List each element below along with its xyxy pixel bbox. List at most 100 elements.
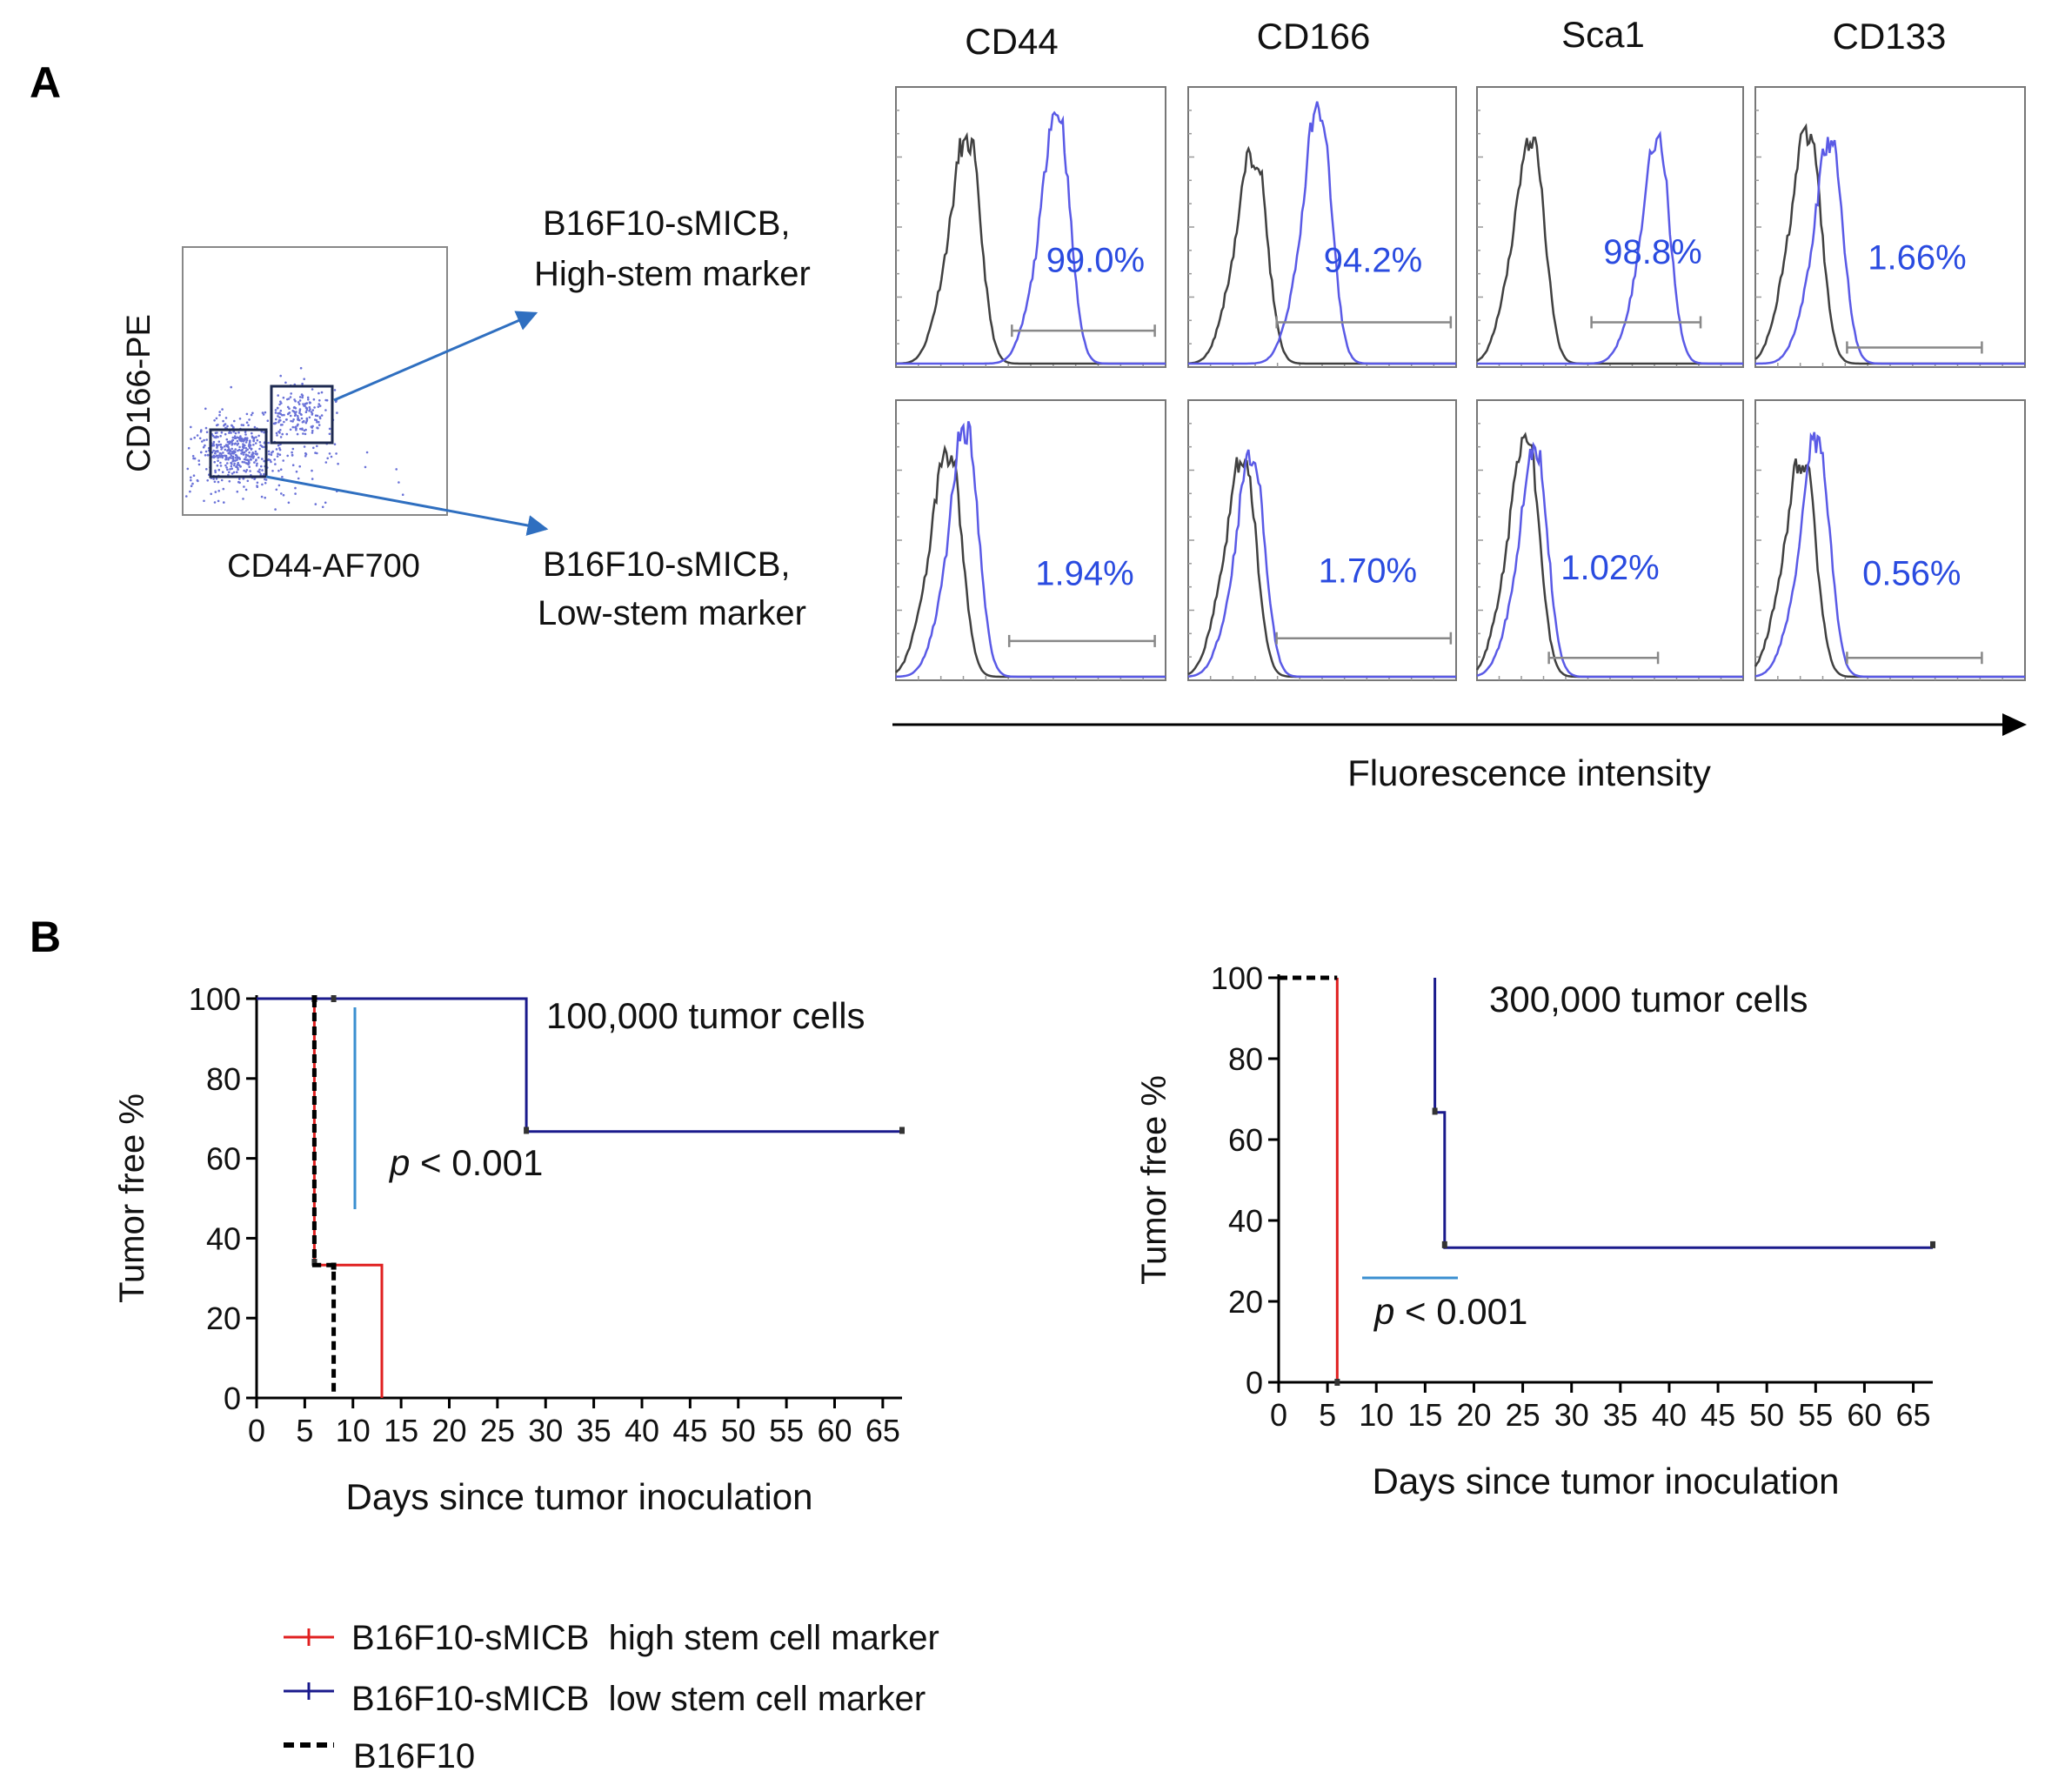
scatter-dot xyxy=(278,448,282,451)
marker-title-cd44: CD44 xyxy=(965,21,1058,62)
scatter-dot xyxy=(191,482,194,485)
panel-b-label: B xyxy=(30,913,61,961)
scatter-dot xyxy=(271,470,274,472)
scatter-dot xyxy=(217,440,221,444)
scatter-dot xyxy=(266,419,270,423)
scatter-dot xyxy=(218,413,221,417)
scatter-dot xyxy=(244,444,246,447)
scatter-dot xyxy=(233,435,237,438)
scatter-dot xyxy=(233,464,236,467)
scatter-dot xyxy=(217,499,220,503)
scatter-dot xyxy=(273,458,277,461)
scatter-dot xyxy=(306,396,310,399)
scatter-dot xyxy=(318,399,321,402)
scatter-dot xyxy=(237,468,239,471)
scatter-dot xyxy=(219,435,222,438)
scatter-dot xyxy=(395,468,398,471)
scatter-dot xyxy=(230,385,233,389)
scatter-dot xyxy=(267,441,271,445)
scatter-dot xyxy=(299,366,303,370)
x-tick-label: 0 xyxy=(1270,1397,1287,1433)
scatter-dot xyxy=(311,425,314,428)
scatter-dot xyxy=(240,424,244,426)
histogram-frame xyxy=(1187,399,1457,681)
scatter-dot xyxy=(255,436,257,438)
scatter-dot xyxy=(297,415,299,418)
scatter-dot xyxy=(225,456,228,459)
scatter-dot xyxy=(277,415,279,418)
histogram-frame xyxy=(1187,86,1457,368)
scatter-dot xyxy=(198,437,202,440)
scatter-dot xyxy=(227,451,231,455)
scatter-dot xyxy=(206,479,209,482)
histogram-percent-label: 94.2% xyxy=(1324,242,1422,280)
scatter-dot xyxy=(251,431,253,435)
legend-item-low: B16F10-sMICB low stem cell marker xyxy=(284,1680,926,1718)
scatter-dot xyxy=(242,498,244,500)
scatter-dot xyxy=(305,417,309,420)
scatter-dot xyxy=(203,499,205,503)
scatter-dot xyxy=(254,442,257,445)
scatter-dot xyxy=(301,428,304,431)
scatter-dot xyxy=(229,468,231,471)
scatter-dot xyxy=(303,378,306,381)
scatter-dot xyxy=(298,465,302,468)
scatter-dot xyxy=(197,459,200,462)
scatter-dot xyxy=(235,465,237,468)
scatter-dot xyxy=(237,464,241,466)
y-tick-label: 80 xyxy=(1228,1041,1263,1077)
y-tick-label: 20 xyxy=(206,1301,241,1336)
scatter-dot xyxy=(291,447,295,451)
scatter-dot xyxy=(286,405,290,409)
y-tick-label: 40 xyxy=(206,1220,241,1256)
scatter-dot xyxy=(294,411,297,415)
scatter-dot xyxy=(231,447,234,451)
x-tick-label: 5 xyxy=(1319,1397,1336,1433)
censor-mark xyxy=(1334,1379,1340,1386)
scatter-dot xyxy=(320,391,324,394)
scatter-dot xyxy=(252,455,256,458)
scatter-dot xyxy=(244,450,248,452)
scatter-dot xyxy=(277,484,281,487)
scatter-dot xyxy=(275,488,278,491)
scatter-dot xyxy=(365,451,369,454)
scatter-dot xyxy=(308,405,311,409)
scatter-dot xyxy=(224,432,227,436)
scatter-dot xyxy=(237,449,239,452)
histogram-stained-curve xyxy=(895,421,1166,679)
scatter-dot xyxy=(212,478,215,480)
scatter-dot xyxy=(244,431,247,434)
scatter-dot xyxy=(221,471,224,473)
scatter-dot xyxy=(291,451,293,454)
scatter-dot xyxy=(256,453,258,456)
scatter-dot xyxy=(298,411,301,414)
scatter-dot xyxy=(303,445,306,448)
scatter-dot xyxy=(197,463,201,466)
histogram-cell: 1.70% xyxy=(1187,399,1457,681)
scatter-dot xyxy=(254,450,257,453)
scatter-dot xyxy=(285,418,288,421)
scatter-dot xyxy=(294,492,297,495)
scatter-dot xyxy=(217,468,221,471)
scatter-dot xyxy=(214,471,217,474)
chart-title: 300,000 tumor cells xyxy=(1489,979,1808,1020)
scatter-dot xyxy=(258,468,261,471)
scatter-dot xyxy=(283,420,285,424)
x-tick-label: 50 xyxy=(1749,1397,1784,1433)
x-tick-label: 60 xyxy=(1847,1397,1881,1433)
x-tick-label: 15 xyxy=(384,1413,418,1448)
scatter-dot xyxy=(189,490,191,493)
scatter-dot xyxy=(277,430,280,433)
scatter-dot xyxy=(214,469,217,472)
scatter-dot xyxy=(231,463,233,465)
scatter-dot xyxy=(304,432,307,436)
p-value-text: < 0.001 xyxy=(420,1142,543,1183)
scatter-dot xyxy=(290,392,293,395)
scatter-dot xyxy=(236,464,239,466)
histogram-cell: 94.2% xyxy=(1187,86,1457,368)
scatter-dot xyxy=(237,457,241,459)
histogram-percent-label: 98.8% xyxy=(1603,233,1701,271)
scatter-dot xyxy=(291,425,295,429)
